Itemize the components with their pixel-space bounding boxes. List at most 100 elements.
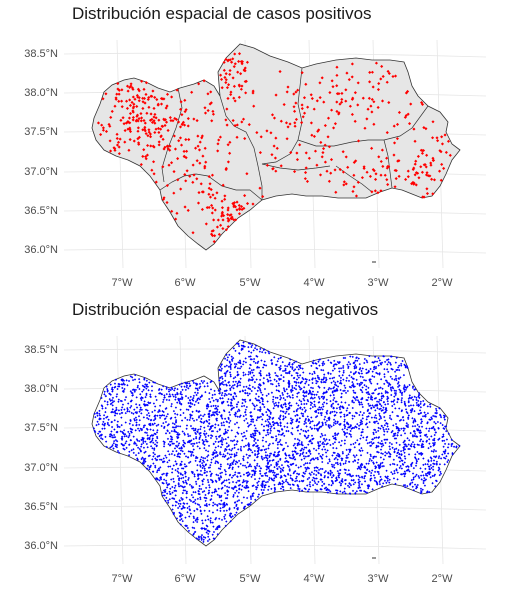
case-point <box>177 139 181 143</box>
case-point <box>295 475 298 478</box>
case-point <box>131 87 135 91</box>
case-point <box>176 388 179 391</box>
case-point <box>184 472 187 475</box>
case-point <box>340 479 344 482</box>
case-point <box>226 206 230 210</box>
case-point <box>371 488 374 491</box>
case-point <box>296 438 299 441</box>
case-point <box>325 398 328 401</box>
case-point <box>133 408 136 411</box>
case-point <box>300 400 303 403</box>
case-point <box>221 218 225 222</box>
case-point <box>186 124 190 128</box>
lat-tick-label: 37.5°N <box>24 422 58 434</box>
case-point <box>141 96 145 100</box>
case-point <box>233 205 238 209</box>
case-point <box>239 445 243 449</box>
case-point <box>323 471 326 474</box>
case-point <box>153 121 157 125</box>
case-point <box>435 460 439 463</box>
case-point <box>442 445 445 448</box>
case-point <box>219 503 222 506</box>
case-point <box>200 455 203 459</box>
case-point <box>137 117 141 121</box>
case-point <box>361 428 364 431</box>
case-point <box>221 455 224 458</box>
case-point <box>201 154 205 158</box>
case-point <box>127 116 131 120</box>
case-point <box>412 478 415 481</box>
case-point <box>247 346 250 349</box>
case-point <box>237 212 242 216</box>
case-point <box>251 202 255 206</box>
case-point <box>220 210 224 214</box>
case-point <box>134 429 137 432</box>
case-point <box>237 84 242 88</box>
case-point <box>264 440 268 443</box>
case-point <box>160 124 164 128</box>
case-point <box>224 473 227 476</box>
case-point <box>171 442 174 445</box>
case-point <box>101 128 105 132</box>
case-point <box>135 104 139 109</box>
case-point <box>147 128 151 132</box>
case-point <box>159 102 164 106</box>
lon-tick-label: 7°W <box>112 277 134 289</box>
map-negative: 38.5°N38.0°N37.5°N37.0°N36.5°N36.0°N7°W 6… <box>24 335 487 585</box>
case-point <box>235 208 239 212</box>
case-point <box>112 146 116 150</box>
case-point <box>356 439 359 442</box>
case-point <box>153 112 157 116</box>
case-point <box>226 212 230 217</box>
case-point <box>209 90 213 94</box>
case-point <box>229 92 233 97</box>
case-point <box>140 443 143 446</box>
case-point <box>175 431 178 434</box>
case-point <box>185 149 189 153</box>
case-point <box>205 206 209 210</box>
case-point <box>224 80 228 85</box>
case-point <box>104 92 108 96</box>
case-point <box>176 467 180 470</box>
case-point <box>134 453 138 457</box>
case-point <box>262 436 265 439</box>
case-point <box>399 376 402 379</box>
case-point <box>243 69 247 73</box>
case-point <box>185 169 189 173</box>
case-point <box>204 222 208 226</box>
case-point <box>283 434 286 438</box>
case-point <box>174 393 177 396</box>
case-point <box>117 92 121 96</box>
case-point <box>371 469 374 472</box>
case-point <box>136 446 140 449</box>
case-point <box>248 472 251 476</box>
case-point <box>411 485 414 488</box>
case-point <box>352 460 355 463</box>
case-point <box>289 486 292 490</box>
case-point <box>211 206 215 210</box>
case-point <box>317 452 321 455</box>
case-point <box>235 135 239 139</box>
case-point <box>245 172 249 176</box>
case-point <box>190 90 194 94</box>
case-point <box>314 481 317 485</box>
case-point <box>108 124 112 128</box>
case-point <box>162 196 166 200</box>
case-point <box>397 427 400 430</box>
case-point <box>291 421 294 424</box>
case-point <box>218 135 222 139</box>
case-point <box>143 129 147 133</box>
case-point <box>228 213 232 217</box>
case-point <box>348 486 351 489</box>
case-point <box>209 517 212 520</box>
case-point <box>226 160 230 164</box>
case-point <box>341 452 345 455</box>
case-point <box>304 462 307 465</box>
case-point <box>393 451 396 454</box>
case-point <box>168 116 172 120</box>
case-point <box>237 59 241 64</box>
case-point <box>420 453 423 456</box>
case-point <box>233 443 236 447</box>
case-point <box>329 473 332 476</box>
case-point <box>269 429 272 432</box>
